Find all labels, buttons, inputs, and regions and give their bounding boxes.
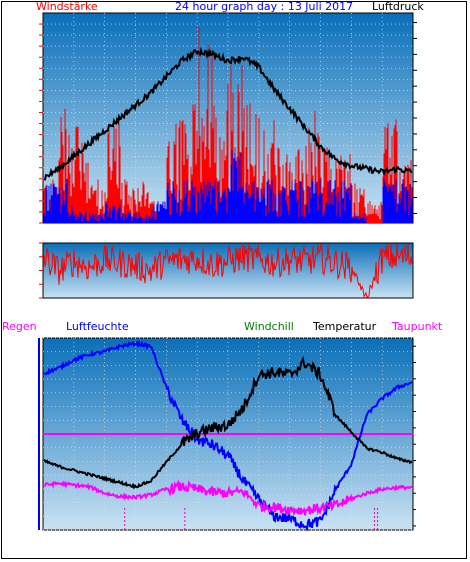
- wind-direction-series: [43, 242, 413, 299]
- pressure-series: [43, 46, 413, 181]
- wind-pressure-panel: [39, 12, 417, 224]
- temperature-humidity-panel: [38, 337, 416, 532]
- legend-rain: Regen: [2, 320, 37, 333]
- legend-dewpoint: Taupunkt: [391, 320, 443, 333]
- temperature-series: [43, 355, 413, 490]
- legend-windchill: Windchill: [244, 320, 294, 333]
- wind-direction-panel: [39, 242, 414, 299]
- chart-title: 24 hour graph day : 13 Juli 2017: [175, 0, 353, 13]
- dewpoint-series: [44, 479, 413, 517]
- wind-axis-title: Windstärke: [36, 0, 98, 13]
- legend-temperature: Temperatur: [312, 320, 377, 333]
- wind-gust-series: [43, 150, 413, 223]
- pressure-axis-title: Luftdruck: [372, 0, 424, 13]
- humidity-series: [43, 339, 413, 532]
- legend-humidity: Luftfeuchte: [66, 320, 129, 333]
